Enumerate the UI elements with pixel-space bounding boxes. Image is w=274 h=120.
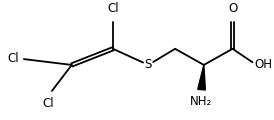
Text: NH₂: NH₂ [190, 95, 212, 108]
Text: S: S [145, 58, 152, 71]
Text: Cl: Cl [42, 97, 54, 110]
Polygon shape [198, 65, 206, 90]
Text: Cl: Cl [7, 52, 19, 65]
Text: O: O [228, 2, 237, 15]
Text: OH: OH [255, 58, 273, 71]
Text: Cl: Cl [107, 2, 119, 15]
